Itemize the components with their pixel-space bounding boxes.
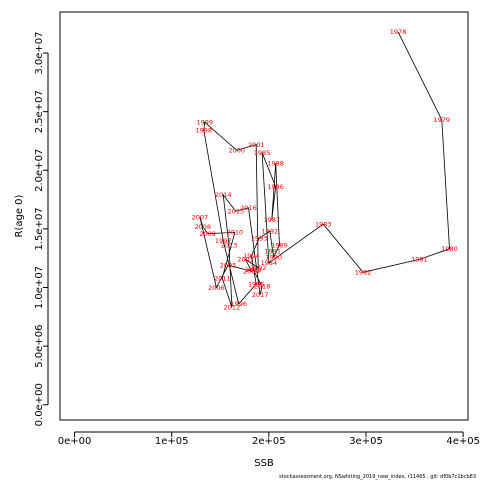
plot-frame <box>59 11 469 421</box>
point-label-1999: 1999 <box>196 119 213 127</box>
x-tick-label: 1e+05 <box>155 436 189 447</box>
x-axis-title: SSB <box>254 458 274 469</box>
axes: 0e+00 1e+05 2e+05 3e+05 4e+05 0.0e+00 5.0e+06 1… <box>34 31 480 447</box>
point-label-2003: 2003 <box>237 256 254 264</box>
point-label-2004: 2004 <box>243 267 260 275</box>
y-tick-label: 2.5e+07 <box>34 90 45 133</box>
y-tick-label: 0.0e+00 <box>34 383 45 426</box>
y-axis-title: R(age 0) <box>14 194 25 237</box>
point-label-2017: 2017 <box>252 291 269 299</box>
point-label-1988: 1988 <box>267 160 284 168</box>
point-label-1989: 1989 <box>271 242 288 250</box>
y-tick-label: 1.0e+07 <box>34 266 45 309</box>
point-label-2016: 2016 <box>240 204 257 212</box>
point-label-2018: 2018 <box>254 283 271 291</box>
footer-text: stockassessment.org, NSwhiting_2019_new_… <box>279 474 476 480</box>
point-label-1996: 1996 <box>230 300 247 308</box>
point-label-2007: 2007 <box>192 213 209 221</box>
point-label-2001: 2001 <box>248 141 265 149</box>
point-label-1985: 1985 <box>254 149 271 157</box>
point-label-2000: 2000 <box>229 147 246 155</box>
y-tick-label: 3.0e+07 <box>34 31 45 74</box>
point-label-2002: 2002 <box>250 264 267 272</box>
point-label-1997: 1997 <box>215 237 232 245</box>
point-labels: 1978 1979 1980 1981 1982 1983 1984 1985 1986 1987… <box>192 28 458 312</box>
point-label-1991: 1991 <box>264 247 281 255</box>
point-label-1982: 1982 <box>355 269 372 277</box>
x-tick-label: 4e+05 <box>446 436 480 447</box>
point-label-1986: 1986 <box>267 183 284 191</box>
point-label-2011: 2011 <box>214 274 231 282</box>
point-label-2019: 2019 <box>245 266 262 274</box>
point-label-1992: 1992 <box>262 228 279 236</box>
point-label-2008: 2008 <box>195 223 212 231</box>
y-tick-label: 2.0e+07 <box>34 149 45 192</box>
point-label-2006: 2006 <box>208 284 225 292</box>
point-label-1995: 1995 <box>248 280 265 288</box>
x-tick-label: 2e+05 <box>252 436 286 447</box>
point-label-1983: 1983 <box>315 221 332 229</box>
y-tick-label: 5.0e+06 <box>34 325 45 368</box>
point-label-2009: 2009 <box>199 230 216 238</box>
point-label-1993: 1993 <box>251 235 268 243</box>
series-group <box>199 31 450 308</box>
point-label-1979: 1979 <box>433 116 450 124</box>
point-label-1994: 1994 <box>243 252 260 260</box>
y-tick-label: 1.5e+07 <box>34 207 45 250</box>
x-tick-label: 3e+05 <box>349 436 383 447</box>
point-label-2005: 2005 <box>220 262 237 270</box>
point-label-1998: 1998 <box>195 127 212 135</box>
point-label-2012: 2012 <box>224 304 241 312</box>
point-label-1980: 1980 <box>441 245 458 253</box>
point-label-1984: 1984 <box>261 259 278 267</box>
point-label-1987: 1987 <box>263 216 280 224</box>
point-label-2010: 2010 <box>227 229 244 237</box>
x-tick-label: 0e+00 <box>58 436 92 447</box>
point-label-2014: 2014 <box>215 191 232 199</box>
point-label-1981: 1981 <box>411 256 428 264</box>
point-label-2015: 2015 <box>228 208 245 216</box>
point-label-1990: 1990 <box>265 253 282 261</box>
point-label-2013: 2013 <box>221 242 238 250</box>
series-line <box>199 31 450 308</box>
point-label-1978: 1978 <box>390 28 407 36</box>
